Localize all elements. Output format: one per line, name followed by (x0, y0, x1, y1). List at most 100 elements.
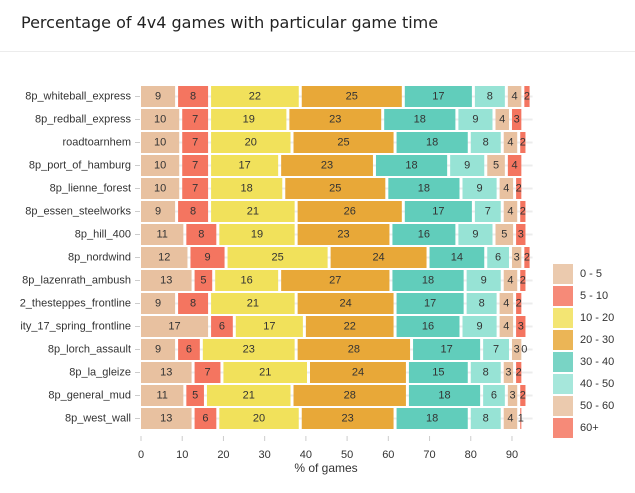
bar-value-label: 0 (521, 344, 527, 356)
legend-item: 30 - 40 (553, 352, 614, 372)
bar-segment (470, 362, 501, 383)
bar-segment (499, 293, 514, 314)
bar-segment (141, 293, 176, 314)
y-axis: 8p_whiteball_express 8p_redball_expressro… (20, 91, 140, 425)
bar-segment (516, 316, 526, 337)
bar-segment (503, 408, 518, 429)
bar-segment (499, 316, 514, 337)
bar-segment (182, 109, 209, 130)
chart-title: Percentage of 4v4 games with particular … (21, 13, 439, 32)
bar-segment (141, 224, 184, 245)
bar-value-label: 1 (518, 413, 524, 425)
bar-segment (392, 270, 464, 291)
bar-value-label: 14 (451, 252, 463, 264)
bar-segment (211, 316, 233, 337)
legend-swatch (553, 330, 573, 350)
bar-segment (520, 132, 526, 153)
bar-row: 11 8 19 23 16 9 5 3 (141, 224, 526, 245)
bar-segment (141, 132, 180, 153)
bars: 9 8 22 25 17 8 4 210 7 19 23 18 9 4 310 7 20 25 18 8 4 210 7 17… (141, 86, 530, 429)
legend-label: 30 - 40 (580, 356, 614, 368)
bar-value-label: 3 (518, 229, 524, 241)
y-tick-label: 2_thesteppes_frontline (20, 298, 131, 310)
bar-row: 9 6 23 28 17 7 3 0 (141, 339, 527, 360)
bar-value-label: 9 (155, 298, 161, 310)
bar-value-label: 2 (520, 390, 526, 402)
bar-segment (516, 224, 526, 245)
bar-value-label: 6 (491, 390, 497, 402)
bar-value-label: 2 (516, 298, 522, 310)
bar-segment (178, 201, 209, 222)
bar-segment (310, 362, 406, 383)
bar-value-label: 23 (337, 229, 349, 241)
bar-value-label: 9 (155, 206, 161, 218)
bar-value-label: 25 (346, 91, 358, 103)
bar-value-label: 16 (422, 321, 434, 333)
bar-value-label: 4 (512, 160, 518, 172)
bar-value-label: 6 (495, 252, 501, 264)
bar-value-label: 2 (516, 367, 522, 379)
bar-segment (524, 86, 530, 107)
bar-segment (375, 155, 448, 176)
legend-label: 10 - 20 (580, 312, 614, 324)
bar-value-label: 13 (160, 413, 172, 425)
bar-segment (507, 385, 518, 406)
bar-segment (516, 362, 522, 383)
bar-segment (211, 155, 279, 176)
bar-value-label: 7 (192, 183, 198, 195)
bar-segment (466, 270, 501, 291)
bar-row: 13 5 16 27 18 9 4 2 (141, 270, 526, 291)
bar-value-label: 16 (418, 229, 430, 241)
bar-value-label: 2 (524, 91, 530, 103)
bar-segment (281, 270, 390, 291)
legend-swatch (553, 308, 573, 328)
bar-value-label: 8 (479, 298, 485, 310)
bar-segment (289, 109, 382, 130)
bar-segment (392, 224, 456, 245)
x-axis: % of games 0 10 20 30 40 50 60 70 80 90 (138, 436, 518, 475)
bar-value-label: 9 (477, 183, 483, 195)
bar-value-label: 23 (342, 413, 354, 425)
bar-value-label: 7 (485, 206, 491, 218)
legend-item: 40 - 50 (553, 374, 614, 394)
y-tick-label: roadtoarnhem (63, 137, 132, 149)
bar-value-label: 28 (344, 390, 356, 402)
bar-row: 13 7 21 24 15 8 3 2 (141, 362, 522, 383)
bar-segment (211, 201, 295, 222)
bar-value-label: 2 (516, 183, 522, 195)
bar-segment (520, 408, 522, 429)
bar-segment (458, 109, 493, 130)
bar-value-label: 4 (499, 114, 505, 126)
legend-item: 60+ (553, 418, 599, 438)
bar-value-label: 18 (414, 114, 426, 126)
y-tick-label: 8p_lienne_forest (50, 183, 131, 195)
bar-value-label: 4 (507, 413, 513, 425)
bar-value-label: 24 (352, 367, 364, 379)
bar-value-label: 4 (507, 275, 513, 287)
bar-value-label: 9 (472, 229, 478, 241)
bar-value-label: 10 (154, 160, 166, 172)
bar-value-label: 8 (190, 91, 196, 103)
bar-value-label: 9 (481, 275, 487, 287)
bar-segment (141, 86, 176, 107)
bar-value-label: 19 (251, 229, 263, 241)
bar-value-label: 22 (344, 321, 356, 333)
bar-value-label: 9 (472, 114, 478, 126)
bar-value-label: 28 (348, 344, 360, 356)
bar-segment (511, 109, 522, 130)
bar-segment (182, 178, 209, 199)
bar-value-label: 9 (477, 321, 483, 333)
bar-segment (487, 155, 505, 176)
bar-segment (141, 155, 180, 176)
bar-segment (396, 132, 468, 153)
bar-segment (190, 247, 225, 268)
bar-segment (297, 293, 394, 314)
bar-value-label: 24 (372, 252, 384, 264)
legend-label: 20 - 30 (580, 334, 614, 346)
bar-value-label: 10 (154, 183, 166, 195)
bar-segment (141, 178, 180, 199)
legend-item: 0 - 5 (553, 264, 602, 284)
bar-segment (297, 224, 390, 245)
bar-value-label: 12 (158, 252, 170, 264)
bar-segment (470, 132, 501, 153)
